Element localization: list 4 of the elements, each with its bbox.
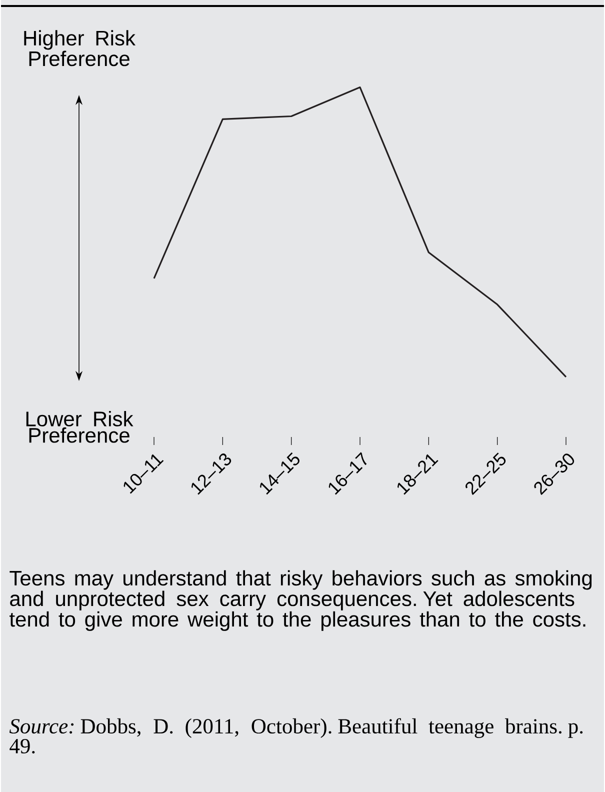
text: Lower Risk Preference bbox=[26, 410, 134, 443]
text: Higher Risk Preference bbox=[24, 30, 136, 66]
text: Teens may understand that risky behaviors such as smoking and unprotected sex carry consequences. Yet adolescents tend to give more weight to the pleasures than to the costs. bbox=[10, 570, 592, 631]
text: Source: Dobbs, D. (2011, October). Beautiful teenage brains. p. 49. bbox=[9, 718, 583, 754]
